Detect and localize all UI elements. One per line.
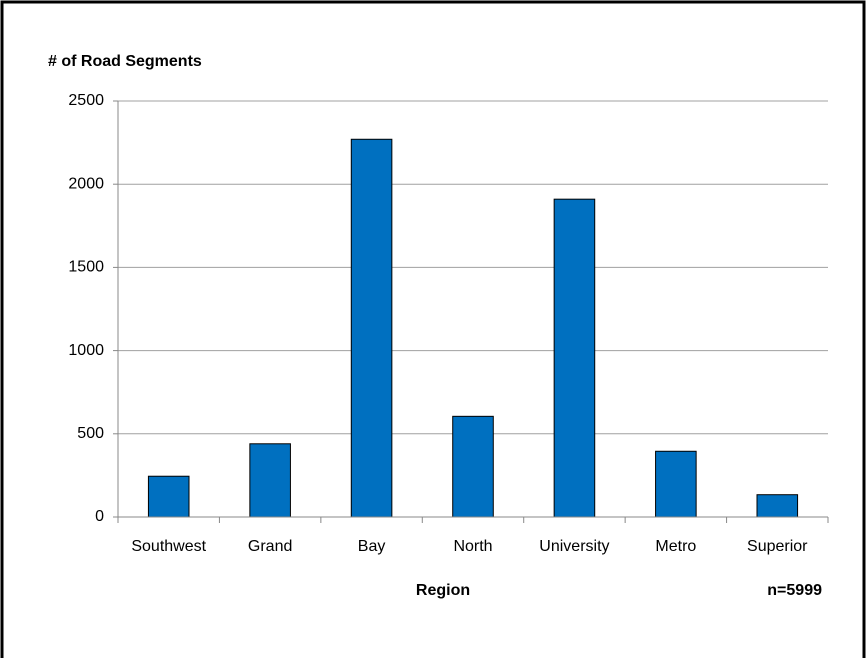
x-tick-label: University xyxy=(539,538,609,555)
bar xyxy=(350,138,393,518)
x-tick-label: Metro xyxy=(655,538,696,555)
y-tick-label: 500 xyxy=(77,425,104,442)
x-tick-label: Grand xyxy=(248,538,292,555)
y-axis-title: # of Road Segments xyxy=(48,53,202,70)
bar xyxy=(553,198,596,518)
y-tick-label: 2500 xyxy=(68,92,104,109)
annotation: n=5999 xyxy=(767,582,822,599)
x-tick-label: North xyxy=(453,538,492,555)
bar xyxy=(452,415,494,518)
bar xyxy=(756,494,799,518)
bar xyxy=(655,450,697,518)
x-axis-title: Region xyxy=(416,582,470,599)
bar xyxy=(249,443,291,518)
x-tick-label: Southwest xyxy=(131,538,206,555)
x-tick-label: Bay xyxy=(358,538,386,555)
y-tick-label: 2000 xyxy=(68,175,104,192)
y-tick-label: 1500 xyxy=(68,259,104,276)
y-tick-label: 0 xyxy=(95,508,104,525)
bar xyxy=(147,475,190,518)
y-tick-label: 1000 xyxy=(68,342,104,359)
x-tick-label: Superior xyxy=(747,538,808,555)
